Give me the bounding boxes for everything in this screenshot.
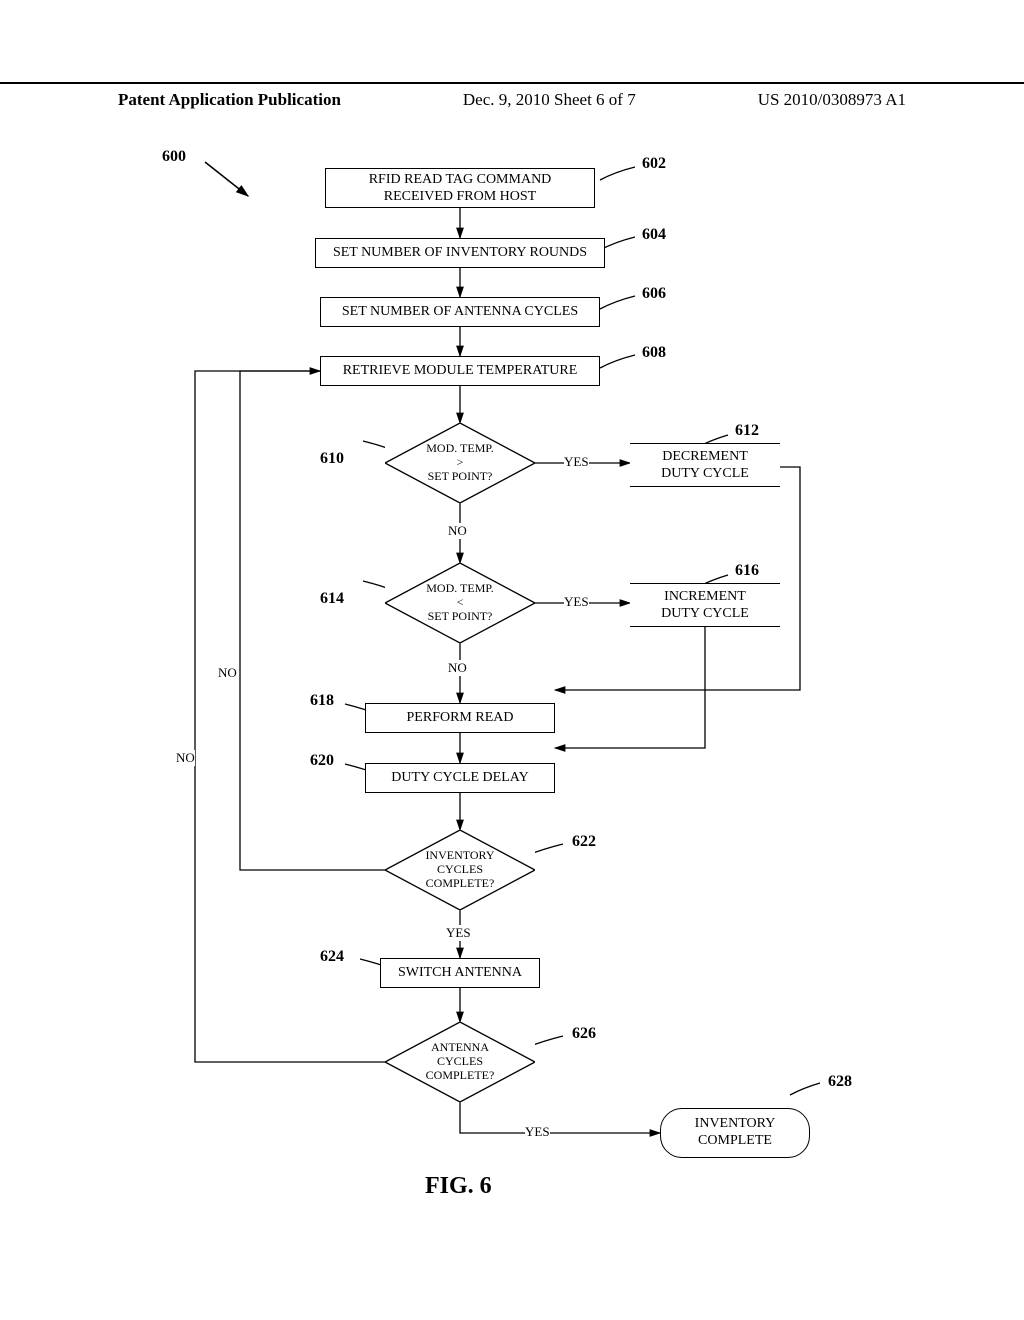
ref-614: 614	[320, 590, 344, 608]
edge-622-no: NO	[218, 665, 237, 681]
ref-616: 616	[735, 562, 759, 580]
node-610-l2: >	[457, 456, 464, 470]
ref-612: 612	[735, 422, 759, 440]
node-624-text: SWITCH ANTENNA	[398, 964, 522, 982]
node-618-text: PERFORM READ	[407, 709, 514, 727]
node-606: SET NUMBER OF ANTENNA CYCLES	[320, 297, 600, 327]
page: Patent Application Publication Dec. 9, 2…	[0, 0, 1024, 1320]
node-622-l2: CYCLES	[437, 863, 483, 877]
node-618: PERFORM READ	[365, 703, 555, 733]
node-612-l2: DUTY CYCLE	[661, 465, 749, 483]
node-614-l1: MOD. TEMP.	[426, 582, 493, 596]
ref-606: 606	[642, 285, 666, 303]
ref-626: 626	[572, 1025, 596, 1043]
edge-622-yes: YES	[446, 925, 471, 941]
node-604: SET NUMBER OF INVENTORY ROUNDS	[315, 238, 605, 268]
edge-626-yes: YES	[525, 1124, 550, 1140]
ref-604: 604	[642, 226, 666, 244]
edge-610-no: NO	[448, 523, 467, 539]
node-602-text-2: RECEIVED FROM HOST	[384, 188, 536, 206]
node-626-l2: CYCLES	[437, 1055, 483, 1069]
node-620: DUTY CYCLE DELAY	[365, 763, 555, 793]
ref-600: 600	[162, 148, 186, 166]
node-626: ANTENNA CYCLES COMPLETE?	[385, 1022, 535, 1102]
node-608: RETRIEVE MODULE TEMPERATURE	[320, 356, 600, 386]
node-628: INVENTORY COMPLETE	[660, 1108, 810, 1158]
node-626-l3: COMPLETE?	[426, 1069, 495, 1083]
node-604-text: SET NUMBER OF INVENTORY ROUNDS	[333, 244, 587, 262]
ref-610: 610	[320, 450, 344, 468]
edge-614-no: NO	[448, 660, 467, 676]
node-624: SWITCH ANTENNA	[380, 958, 540, 988]
ref-602: 602	[642, 155, 666, 173]
node-602-text-1: RFID READ TAG COMMAND	[369, 171, 552, 189]
ref-620: 620	[310, 752, 334, 770]
node-610-l1: MOD. TEMP.	[426, 442, 493, 456]
ref-624: 624	[320, 948, 344, 966]
node-610-l3: SET POINT?	[428, 470, 493, 484]
node-616-l2: DUTY CYCLE	[661, 605, 749, 623]
ref-618: 618	[310, 692, 334, 710]
node-610: MOD. TEMP. > SET POINT?	[385, 423, 535, 503]
node-602: RFID READ TAG COMMAND RECEIVED FROM HOST	[325, 168, 595, 208]
node-622-l3: COMPLETE?	[426, 877, 495, 891]
node-622-l1: INVENTORY	[425, 849, 494, 863]
node-620-text: DUTY CYCLE DELAY	[391, 769, 528, 787]
node-608-text: RETRIEVE MODULE TEMPERATURE	[343, 362, 578, 380]
node-614-l3: SET POINT?	[428, 610, 493, 624]
node-612: DECREMENT DUTY CYCLE	[630, 443, 780, 487]
node-614-l2: <	[457, 596, 464, 610]
node-614: MOD. TEMP. < SET POINT?	[385, 563, 535, 643]
node-628-l2: COMPLETE	[698, 1133, 772, 1150]
edge-610-yes: YES	[564, 454, 589, 470]
ref-628: 628	[828, 1073, 852, 1091]
node-628-l1: INVENTORY	[695, 1116, 776, 1133]
ref-608: 608	[642, 344, 666, 362]
figure-label: FIG. 6	[425, 1173, 492, 1200]
node-622: INVENTORY CYCLES COMPLETE?	[385, 830, 535, 910]
node-616: INCREMENT DUTY CYCLE	[630, 583, 780, 627]
node-606-text: SET NUMBER OF ANTENNA CYCLES	[342, 303, 578, 321]
node-616-l1: INCREMENT	[664, 588, 746, 606]
node-626-l1: ANTENNA	[431, 1041, 489, 1055]
ref-622: 622	[572, 833, 596, 851]
edge-626-no: NO	[176, 750, 195, 766]
edge-614-yes: YES	[564, 594, 589, 610]
node-612-l1: DECREMENT	[662, 448, 748, 466]
